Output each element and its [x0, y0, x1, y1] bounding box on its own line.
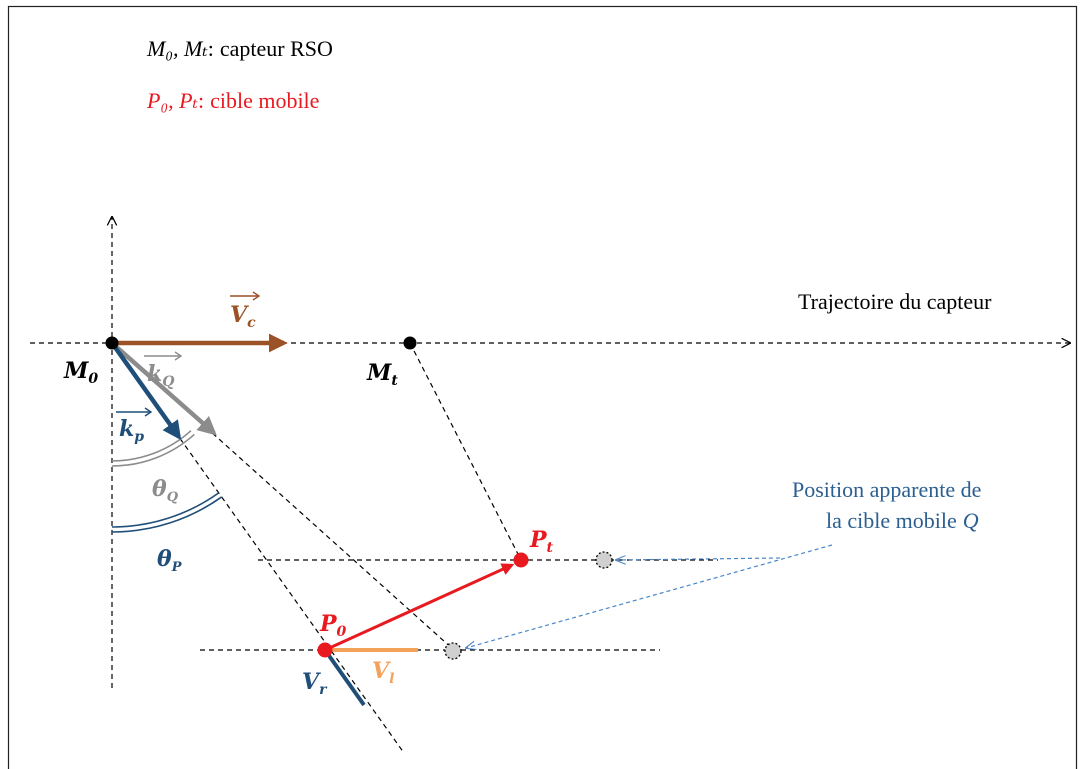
legend-target-symbols: P₀, Pₜ — [146, 88, 199, 113]
theta-p-main: θ — [157, 546, 172, 572]
apparent-arrow-upper — [616, 558, 781, 560]
kp-label-sub: p — [134, 429, 144, 445]
point-p0 — [317, 642, 333, 658]
legend-sensor-separator: : — [208, 36, 214, 61]
vr-label: Vr — [302, 669, 328, 698]
ghost-point-lower — [444, 642, 462, 660]
figure-frame — [7, 5, 1078, 769]
vr-component — [323, 648, 366, 707]
kp-vector-arrow — [110, 341, 182, 441]
label-m0-sub: 0 — [88, 371, 98, 387]
line-of-sight-mt — [409, 342, 522, 561]
apparent-arrow-lower — [466, 544, 833, 648]
kq-label-text: kQ — [147, 361, 174, 390]
label-mt-sub: t — [391, 373, 398, 389]
apparent-position-line2-text: la cible mobile — [826, 508, 957, 533]
point-m0 — [105, 336, 119, 350]
legend-target: P₀, Pₜ: cible mobile — [146, 88, 319, 113]
label-pt-main: P — [529, 527, 548, 553]
kq-label: kQ — [144, 351, 183, 390]
legend: M₀, Mₜ: capteur RSO P₀, Pₜ: cible mobile — [146, 36, 333, 113]
vl-label-main: V — [372, 658, 391, 684]
point-mt — [403, 336, 417, 350]
vc-label-main: V — [230, 302, 249, 328]
legend-target-separator: : — [198, 88, 204, 113]
target-motion-arrow — [324, 563, 515, 652]
kp-label-text: kp — [119, 416, 144, 445]
ghost-point-upper — [595, 551, 613, 569]
legend-sensor-text: capteur RSO — [220, 36, 333, 61]
theta-q-main: θ — [152, 476, 167, 502]
kq-vector-arrow — [110, 341, 217, 436]
kq-label-overarrow-head — [174, 351, 183, 361]
vc-label-overarrow-head — [252, 291, 261, 301]
vc-label-sub: c — [247, 315, 256, 331]
apparent-position-line1: Position apparente de — [792, 477, 981, 502]
kp-label: kp — [116, 407, 153, 445]
construction-lines — [111, 342, 718, 754]
kp-label-overarrow-head — [144, 407, 153, 417]
vc-label: Vc — [230, 291, 261, 331]
apparent-position-symbol: Q — [963, 508, 979, 533]
angle-theta-p — [111, 492, 223, 533]
vl-label-sub: l — [389, 671, 394, 687]
legend-sensor: M₀, Mₜ: capteur RSO — [146, 36, 333, 61]
label-m0-main: M — [63, 358, 89, 384]
trajectory-label: Trajectoire du capteur — [798, 289, 992, 314]
label-p0-sub: 0 — [337, 624, 347, 640]
label-p0: P0 — [319, 611, 347, 640]
label-mt-main: M — [366, 360, 392, 386]
vc-label-text: Vc — [230, 302, 256, 331]
apparent-position-line2: la cible mobile Q — [826, 508, 979, 533]
kp-label-main: k — [119, 416, 134, 442]
angle-theta-q — [111, 430, 195, 467]
label-pt-sub: t — [547, 540, 554, 556]
label-m0: M0 — [63, 358, 98, 387]
theta-p-sub: P — [171, 560, 183, 575]
label-mt: Mt — [366, 360, 398, 389]
vr-label-main: V — [302, 669, 321, 695]
theta-q-label: θQ — [152, 476, 179, 505]
legend-sensor-symbols: M₀, Mₜ — [146, 36, 208, 61]
label-p0-main: P — [319, 611, 338, 637]
theta-q-sub: Q — [167, 490, 179, 505]
vr-label-sub: r — [319, 682, 328, 698]
label-pt: Pt — [529, 527, 554, 556]
kq-label-sub: Q — [162, 374, 174, 390]
legend-target-text: cible mobile — [210, 88, 319, 113]
point-pt — [513, 552, 529, 568]
theta-p-label: θP — [157, 546, 183, 575]
vl-label: Vl — [372, 658, 394, 687]
kq-label-main: k — [147, 361, 162, 387]
apparent-position-arrows — [466, 544, 833, 648]
